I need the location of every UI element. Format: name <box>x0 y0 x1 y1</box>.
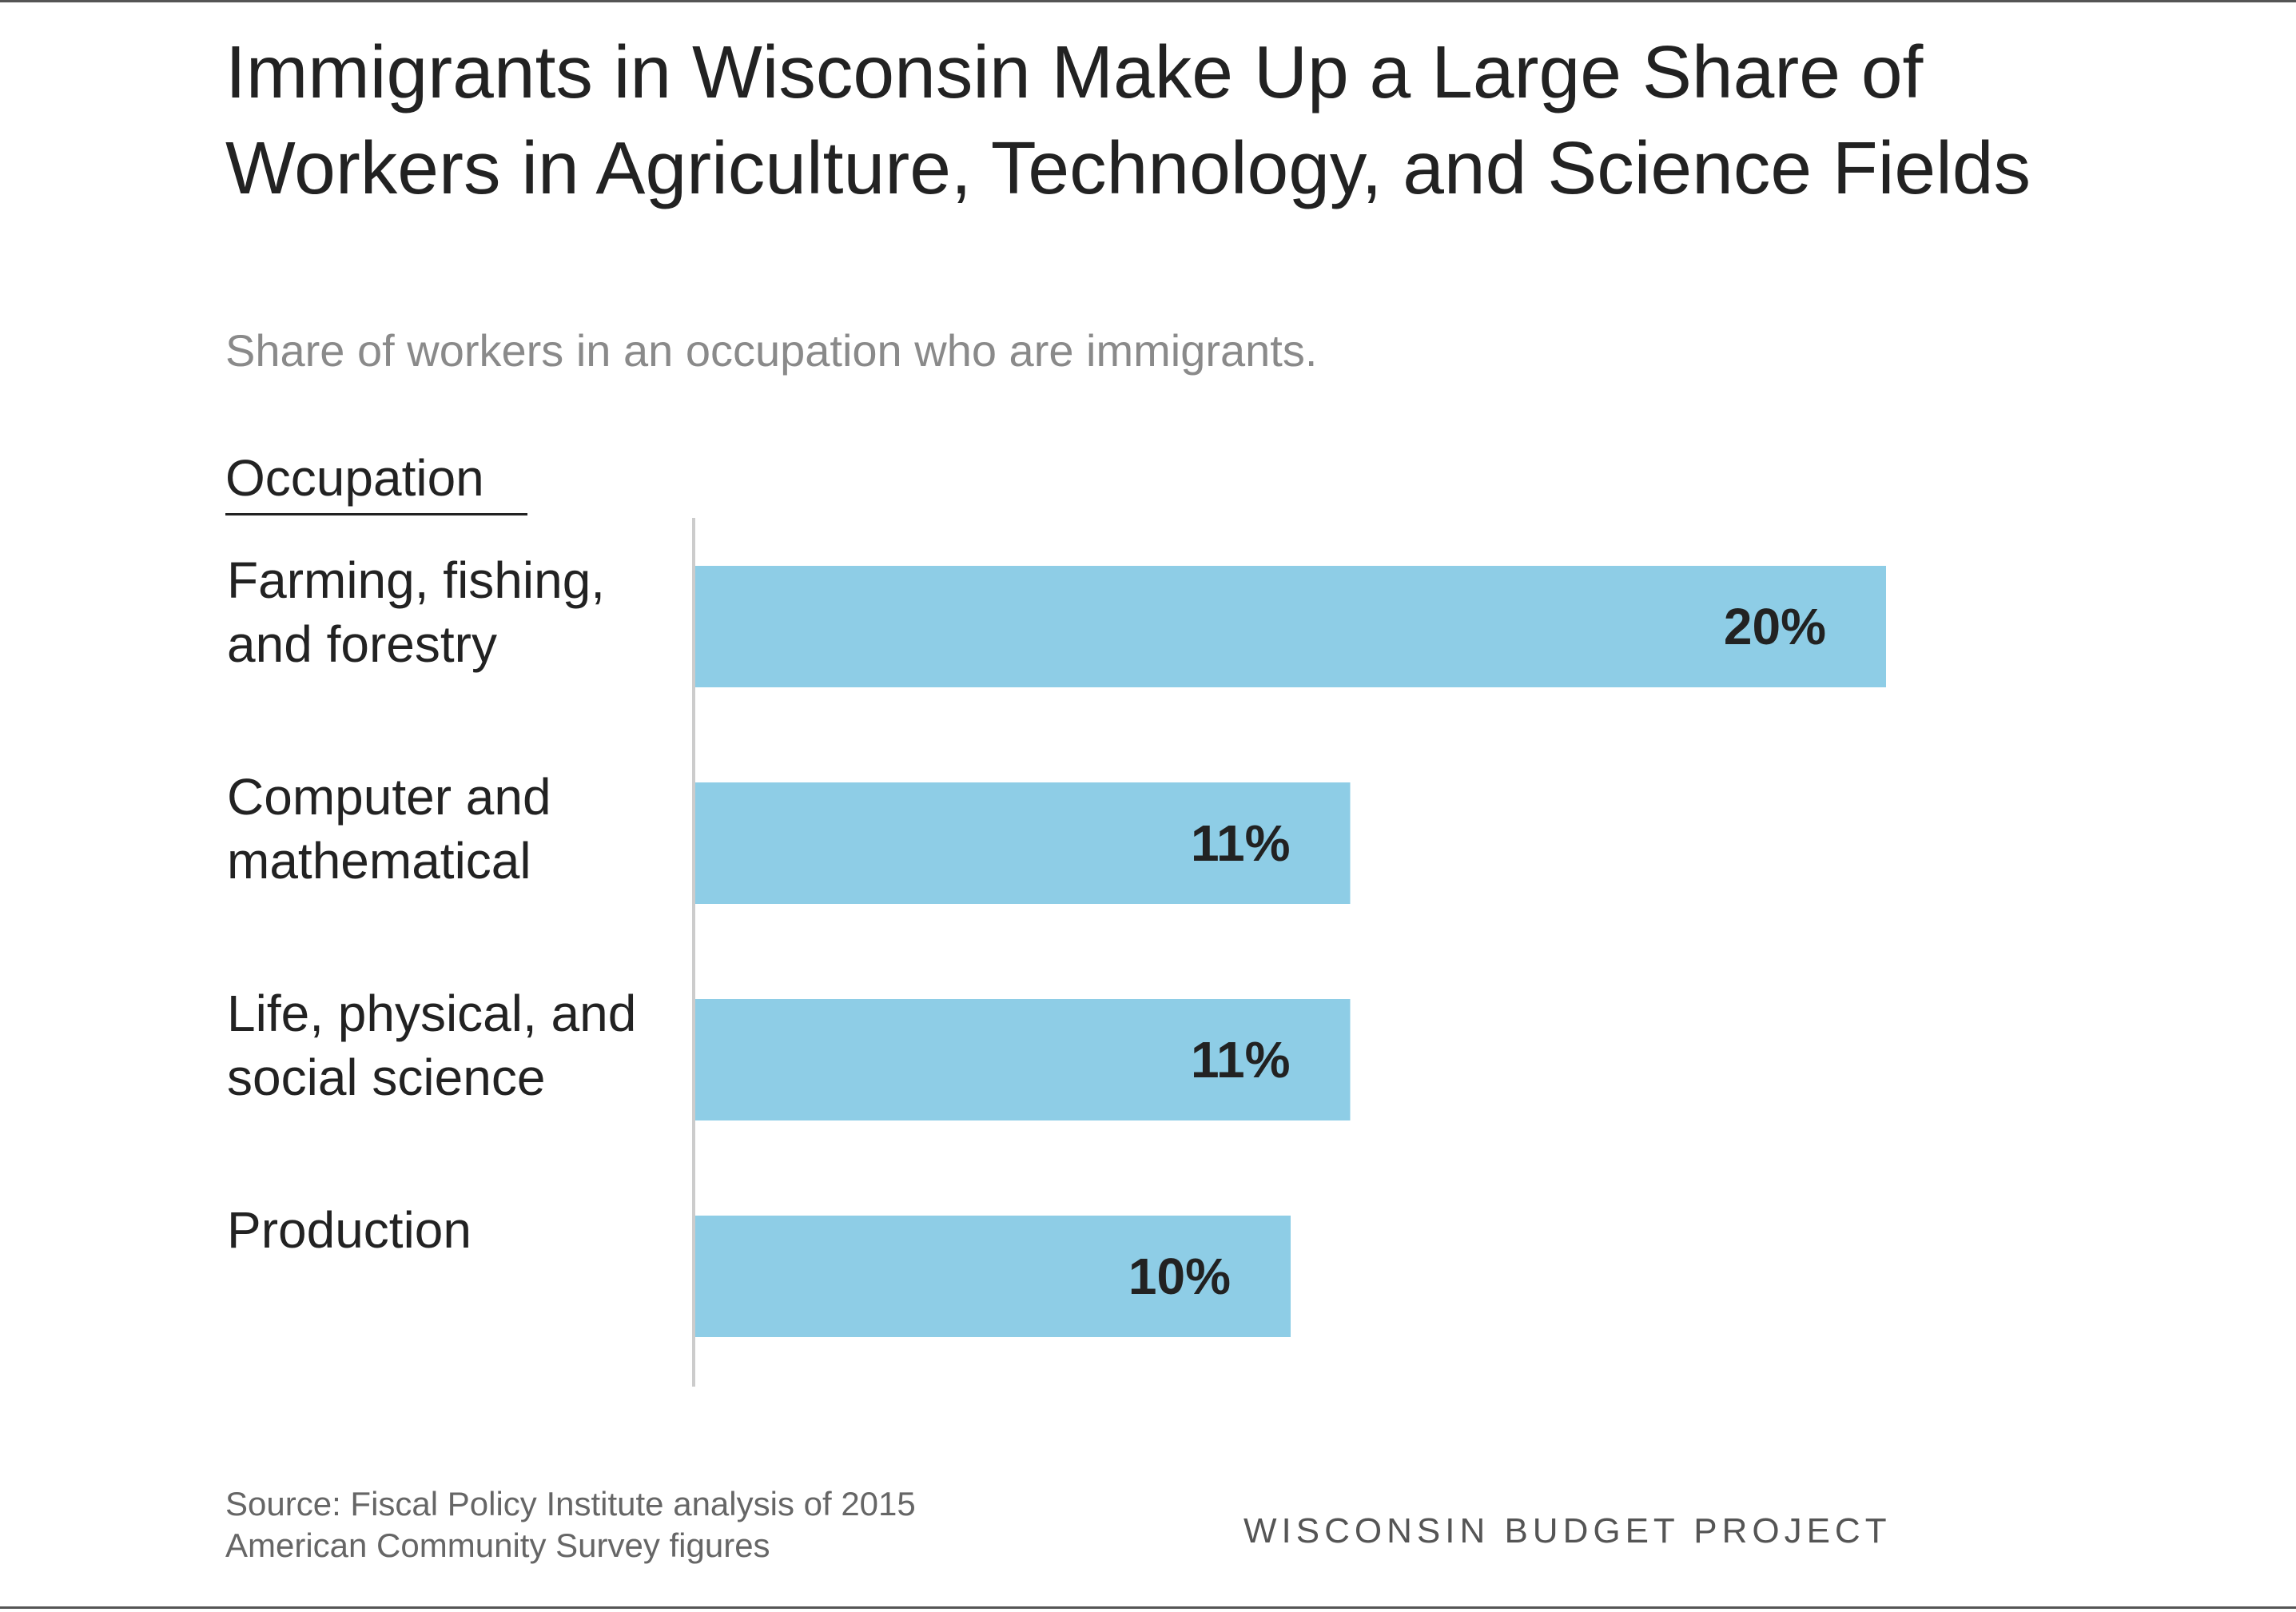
bar-2 <box>695 999 1351 1120</box>
category-label-line: social science <box>227 1049 545 1106</box>
category-label-line: and forestry <box>227 615 497 673</box>
bar-3 <box>695 1216 1291 1337</box>
bar-group: 20% Farming, fishing, and forestry 11% Compu… <box>227 551 1886 1337</box>
source-note: Source: Fiscal Policy Institute analysis… <box>225 1485 916 1564</box>
category-label-3: Production <box>227 1201 472 1259</box>
category-label-line: Computer and <box>227 768 551 826</box>
category-label-line: mathematical <box>227 832 531 890</box>
bar-0 <box>695 566 1886 687</box>
value-label-0: 20% <box>1724 598 1826 655</box>
bar-1 <box>695 782 1351 904</box>
brand-wordmark: WISCONSIN BUDGET PROJECT <box>1244 1511 1892 1550</box>
occupation-column-header: Occupation <box>225 446 527 515</box>
bottom-rule <box>0 1606 2296 1609</box>
category-label-line: Production <box>227 1201 472 1259</box>
chart-title: Immigrants in Wisconsin Make Up a Large … <box>225 30 2031 209</box>
category-label-1: Computer and mathematical <box>227 768 551 890</box>
value-label-2: 11% <box>1191 1031 1291 1089</box>
category-label-line: Farming, fishing, <box>227 551 605 609</box>
value-label-1: 11% <box>1191 814 1291 872</box>
top-rule <box>0 0 2296 2</box>
category-label-2: Life, physical, and social science <box>227 985 636 1106</box>
chart-subtitle: Share of workers in an occupation who ar… <box>225 325 1318 376</box>
value-label-3: 10% <box>1128 1248 1231 1305</box>
category-label-line: Life, physical, and <box>227 985 636 1042</box>
category-label-0: Farming, fishing, and forestry <box>227 551 605 673</box>
